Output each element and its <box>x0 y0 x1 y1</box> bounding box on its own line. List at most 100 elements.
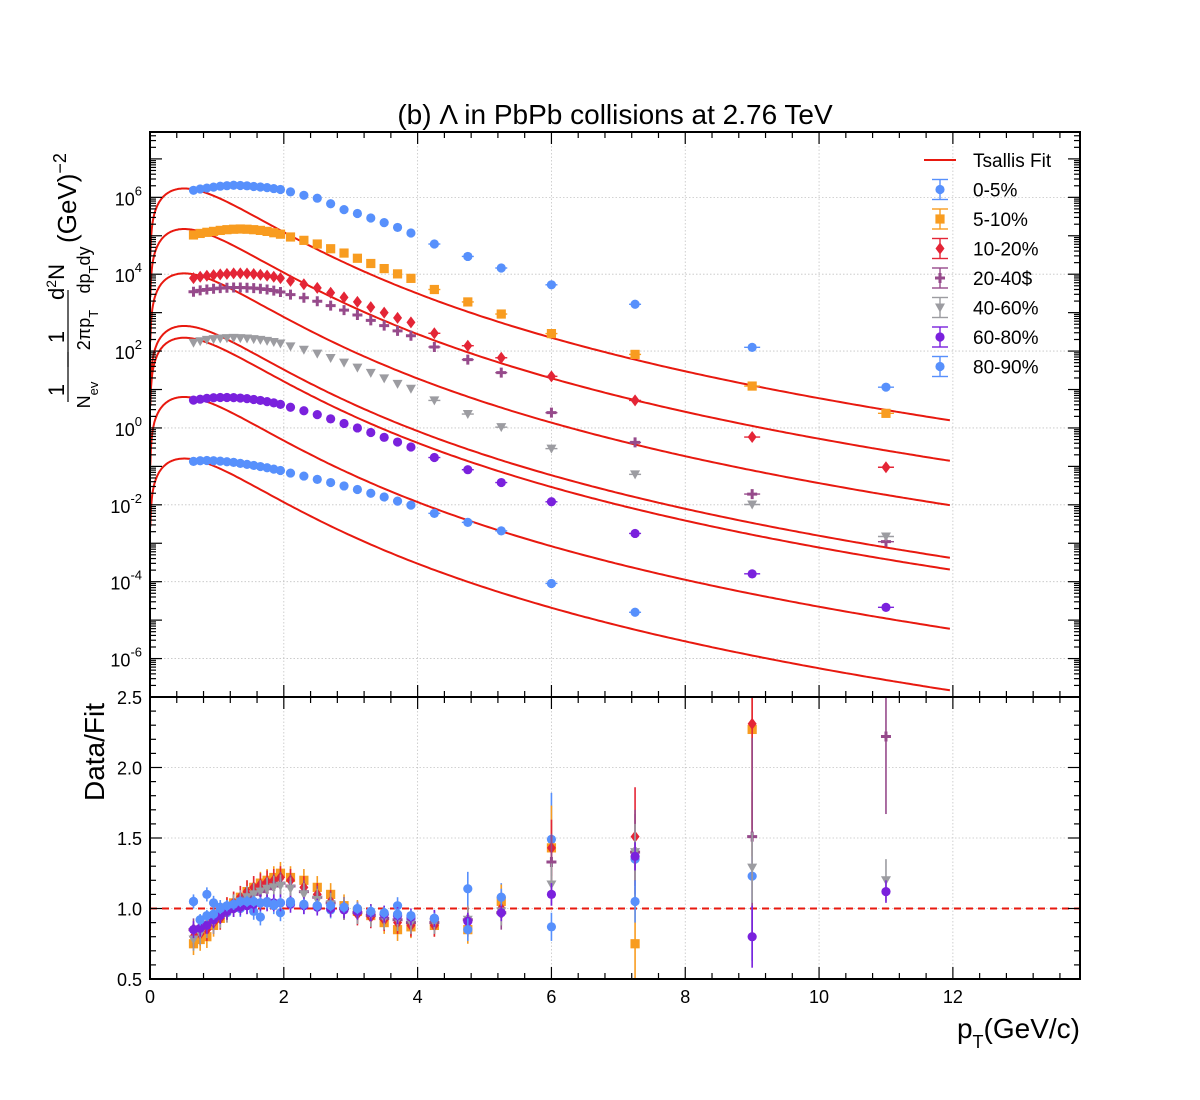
top-point-5-10% <box>406 273 416 283</box>
top-point-10-20% <box>275 272 285 285</box>
top-point-60-80% <box>188 395 199 405</box>
ratio-point-10-20% <box>747 717 757 730</box>
top-point-80-90% <box>195 456 205 466</box>
ratio-point-80-90% <box>242 896 252 907</box>
top-point-80-90% <box>429 508 439 518</box>
top-point-10-20% <box>379 306 389 319</box>
ratio-point-0-5% <box>275 908 286 918</box>
x-tick-label: 8 <box>680 987 690 1007</box>
top-point-5-10% <box>881 408 891 418</box>
top-point-60-80% <box>202 393 212 403</box>
ratio-point-40-60% <box>255 887 266 897</box>
top-point-40-60% <box>215 334 226 344</box>
top-point-40-60% <box>195 337 206 347</box>
top-point-5-10% <box>229 224 239 234</box>
top-point-20-40$ <box>379 320 390 331</box>
fit-curve-60-80% <box>149 396 951 630</box>
ratio-point-80-90% <box>406 910 416 921</box>
ratio-point-0-5% <box>202 889 212 900</box>
top-point-40-60% <box>630 470 641 480</box>
top-point-10-20% <box>188 272 198 285</box>
bottom-y-tick-label: 2.5 <box>117 688 142 708</box>
top-point-10-20% <box>747 431 757 444</box>
top-point-40-60% <box>325 354 336 364</box>
top-point-0-5% <box>630 299 640 309</box>
top-point-60-80% <box>392 437 403 447</box>
ratio-data-points <box>188 697 891 979</box>
ratio-point-80-90% <box>496 892 506 902</box>
x-tick-label: 2 <box>279 987 289 1007</box>
top-point-10-20% <box>463 339 473 352</box>
top-point-20-40$ <box>365 315 376 326</box>
x-tick-label: 0 <box>145 987 155 1007</box>
top-point-5-10% <box>208 226 219 236</box>
bottom-y-tick-labels: 0.5 1.0 1.5 2.0 2.5 <box>117 688 142 990</box>
fit-curve-20-40$ <box>149 325 951 559</box>
top-point-0-5% <box>496 263 506 273</box>
legend-marker-0-5% <box>935 184 945 195</box>
top-point-80-90% <box>215 456 225 466</box>
top-point-20-40$ <box>312 296 323 307</box>
top-point-80-90% <box>379 492 389 502</box>
top-point-5-10% <box>546 328 557 339</box>
top-data-points <box>188 180 894 617</box>
ratio-point-40-60% <box>188 935 199 945</box>
legend-marker-20-40$ <box>935 273 945 283</box>
ratio-point-80-90% <box>255 898 265 908</box>
ratio-point-80-90% <box>429 913 439 923</box>
y-axis-label-bottom: Data/Fit <box>79 703 110 801</box>
top-point-40-60% <box>462 410 473 420</box>
ratio-point-40-60% <box>248 890 259 900</box>
top-point-80-90% <box>312 474 322 484</box>
top-point-80-90% <box>299 471 309 481</box>
x-tick-label: 12 <box>943 987 963 1007</box>
ratio-point-80-90% <box>285 898 296 908</box>
top-point-5-10% <box>299 235 309 245</box>
top-point-40-60% <box>379 374 390 384</box>
bottom-y-tick-label: 2.0 <box>117 759 142 779</box>
top-point-40-60% <box>235 334 246 344</box>
top-point-60-80% <box>747 569 757 579</box>
top-point-5-10% <box>312 239 322 249</box>
fit-curve-40-60% <box>149 336 951 571</box>
top-point-5-10% <box>352 253 363 263</box>
top-point-80-90% <box>188 456 199 466</box>
ratio-point-80-90% <box>312 901 322 911</box>
top-point-40-60% <box>285 342 296 352</box>
top-point-0-5% <box>546 280 557 290</box>
legend-marker-40-60% <box>935 303 945 313</box>
top-point-10-20% <box>429 327 439 340</box>
top-point-10-20% <box>235 267 245 280</box>
top-point-80-90% <box>208 456 219 466</box>
top-point-10-20% <box>546 370 556 383</box>
top-point-40-60% <box>221 334 232 344</box>
top-point-40-60% <box>392 379 403 389</box>
top-point-5-10% <box>188 230 199 240</box>
ratio-point-40-60% <box>747 863 758 873</box>
top-point-0-5% <box>326 199 336 209</box>
top-point-60-80% <box>630 528 640 539</box>
top-point-10-20% <box>393 311 403 324</box>
top-point-60-80% <box>429 452 439 463</box>
top-point-80-90% <box>496 526 506 536</box>
top-fit-curves <box>149 187 951 692</box>
top-point-60-80% <box>496 477 506 488</box>
top-point-80-90% <box>463 517 473 527</box>
ratio-point-40-60% <box>275 881 286 891</box>
legend-marker-80-90% <box>935 361 945 372</box>
top-point-5-10% <box>496 309 506 319</box>
top-point-60-80% <box>195 394 205 404</box>
legend-label-5-10%: 5-10% <box>973 210 1028 231</box>
top-point-60-80% <box>215 392 225 403</box>
ratio-point-80-90% <box>208 909 219 919</box>
top-point-80-90% <box>326 477 336 488</box>
top-point-10-20% <box>881 461 891 474</box>
top-point-10-20% <box>255 268 265 281</box>
top-point-10-20% <box>352 295 362 308</box>
top-point-40-60% <box>365 368 376 378</box>
top-point-10-20% <box>215 268 225 281</box>
ratio-point-80-90% <box>463 925 473 935</box>
ratio-point-0-5% <box>208 898 219 908</box>
x-tick-label: 10 <box>809 987 829 1007</box>
top-point-5-10% <box>242 224 252 234</box>
